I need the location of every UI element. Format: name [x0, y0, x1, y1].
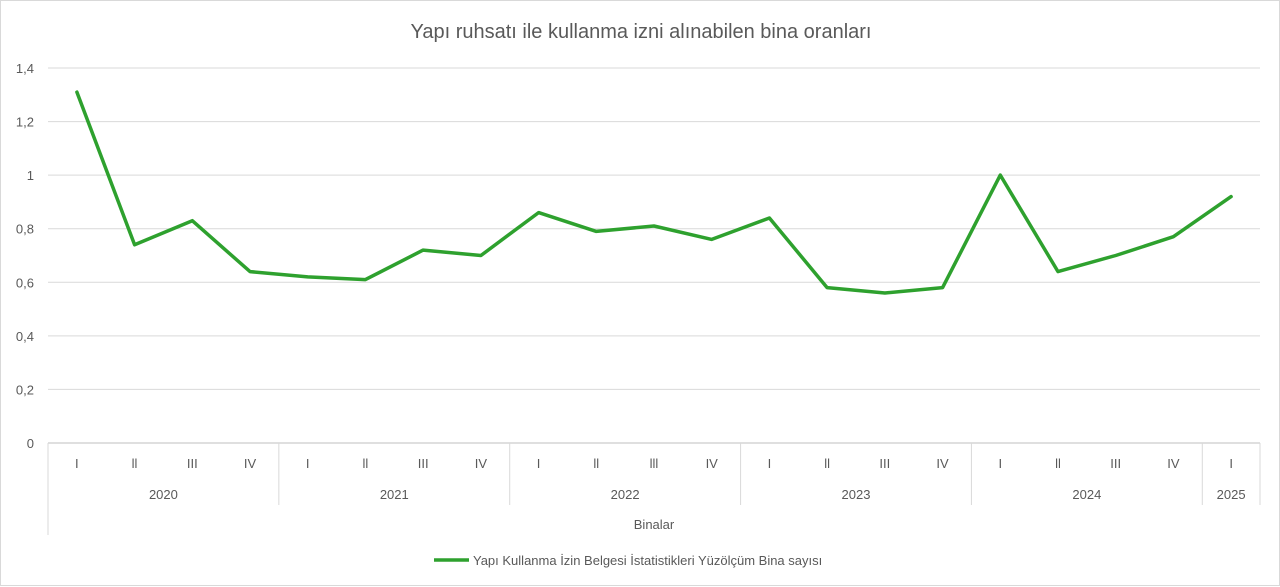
x-axis-title: Binalar: [634, 517, 675, 532]
data-point: [478, 253, 483, 258]
x-tick-label: IV: [936, 456, 949, 471]
x-tick-label: ll: [824, 456, 830, 471]
x-tick-label: I: [1229, 456, 1233, 471]
data-point: [74, 90, 79, 95]
x-tick-label: I: [75, 456, 79, 471]
data-point: [882, 291, 887, 296]
x-tick-label: IV: [706, 456, 719, 471]
x-tick-label: lll: [650, 456, 659, 471]
y-tick-label: 0,8: [16, 222, 34, 237]
x-tick-label: ll: [1055, 456, 1061, 471]
series-layer: [74, 90, 1234, 296]
data-point: [594, 229, 599, 234]
data-point: [825, 285, 830, 290]
x-tick-label: III: [187, 456, 198, 471]
data-point: [132, 242, 137, 247]
data-point: [421, 248, 426, 253]
x-tick-label: ll: [132, 456, 138, 471]
year-label: 2024: [1072, 487, 1101, 502]
x-tick-label: IV: [1167, 456, 1180, 471]
year-label: 2023: [842, 487, 871, 502]
y-tick-label: 0: [27, 436, 34, 451]
data-point: [248, 269, 253, 274]
legend-label: Yapı Kullanma İzin Belgesi İstatistikler…: [473, 553, 822, 568]
data-point: [998, 173, 1003, 178]
x-tick-label: I: [537, 456, 541, 471]
x-tick-label: III: [879, 456, 890, 471]
x-tick-label: I: [998, 456, 1002, 471]
data-point: [1171, 234, 1176, 239]
y-tick-label: 1,2: [16, 115, 34, 130]
x-tick-label: I: [768, 456, 772, 471]
y-tick-label: 0,2: [16, 382, 34, 397]
data-point: [709, 237, 714, 242]
y-tick-label: 1,4: [16, 61, 34, 76]
gridlines: [48, 67, 1260, 444]
x-tick-label: ll: [363, 456, 369, 471]
data-point: [1113, 253, 1118, 258]
x-tick-label: III: [1110, 456, 1121, 471]
x-tick-label: IV: [475, 456, 488, 471]
x-tick-label: ll: [593, 456, 599, 471]
data-point: [305, 274, 310, 279]
data-point: [190, 218, 195, 223]
series-line: [75, 90, 1233, 295]
legend: Yapı Kullanma İzin Belgesi İstatistikler…: [434, 553, 822, 568]
year-label: 2021: [380, 487, 409, 502]
x-tick-label: III: [418, 456, 429, 471]
x-tick-label: IV: [244, 456, 257, 471]
y-tick-label: 1: [27, 168, 34, 183]
data-point: [363, 277, 368, 282]
data-point: [536, 210, 541, 215]
year-label: 2025: [1217, 487, 1246, 502]
year-label: 2022: [611, 487, 640, 502]
data-point: [940, 285, 945, 290]
chart-title: Yapı ruhsatı ile kullanma izni alınabile…: [410, 21, 871, 43]
y-tick-label: 0,4: [16, 329, 34, 344]
data-point: [767, 216, 772, 221]
y-tick-label: 0,6: [16, 275, 34, 290]
year-label: 2020: [149, 487, 178, 502]
data-point: [1229, 194, 1234, 199]
data-point: [1056, 269, 1061, 274]
y-axis-ticks: 0 0,2 0,4 0,6 0,8 1 1,2 1,4: [16, 61, 34, 451]
data-point: [652, 224, 657, 229]
x-tick-label: I: [306, 456, 310, 471]
